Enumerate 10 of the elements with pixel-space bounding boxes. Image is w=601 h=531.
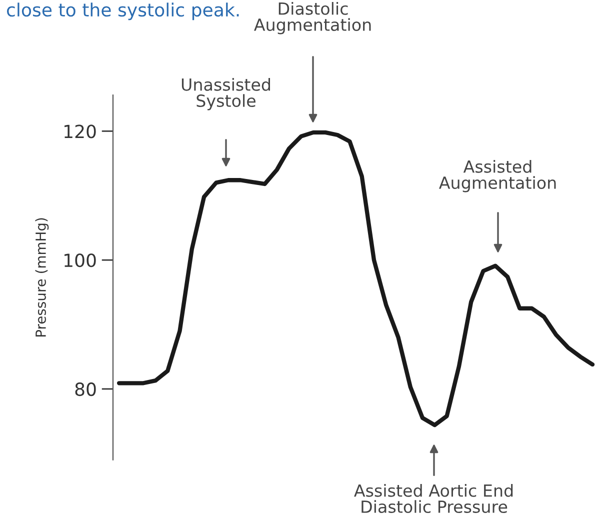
y-axis-title: Pressure (mmHg) (35, 218, 49, 337)
y-tick-label: 120 (64, 124, 96, 138)
annotation: Assisted Augmentation (438, 160, 556, 192)
text: Assisted Aortic End Diastolic Pressure (354, 484, 513, 514)
line-series (116, 130, 595, 428)
annotation: Unassisted Systole (182, 78, 270, 110)
text: Diastolic Augmentation (254, 2, 371, 34)
y-tick-label: 80 (75, 382, 96, 396)
y-tick-label: 100 (64, 254, 96, 268)
text: close to the systolic peak. (7, 2, 239, 20)
